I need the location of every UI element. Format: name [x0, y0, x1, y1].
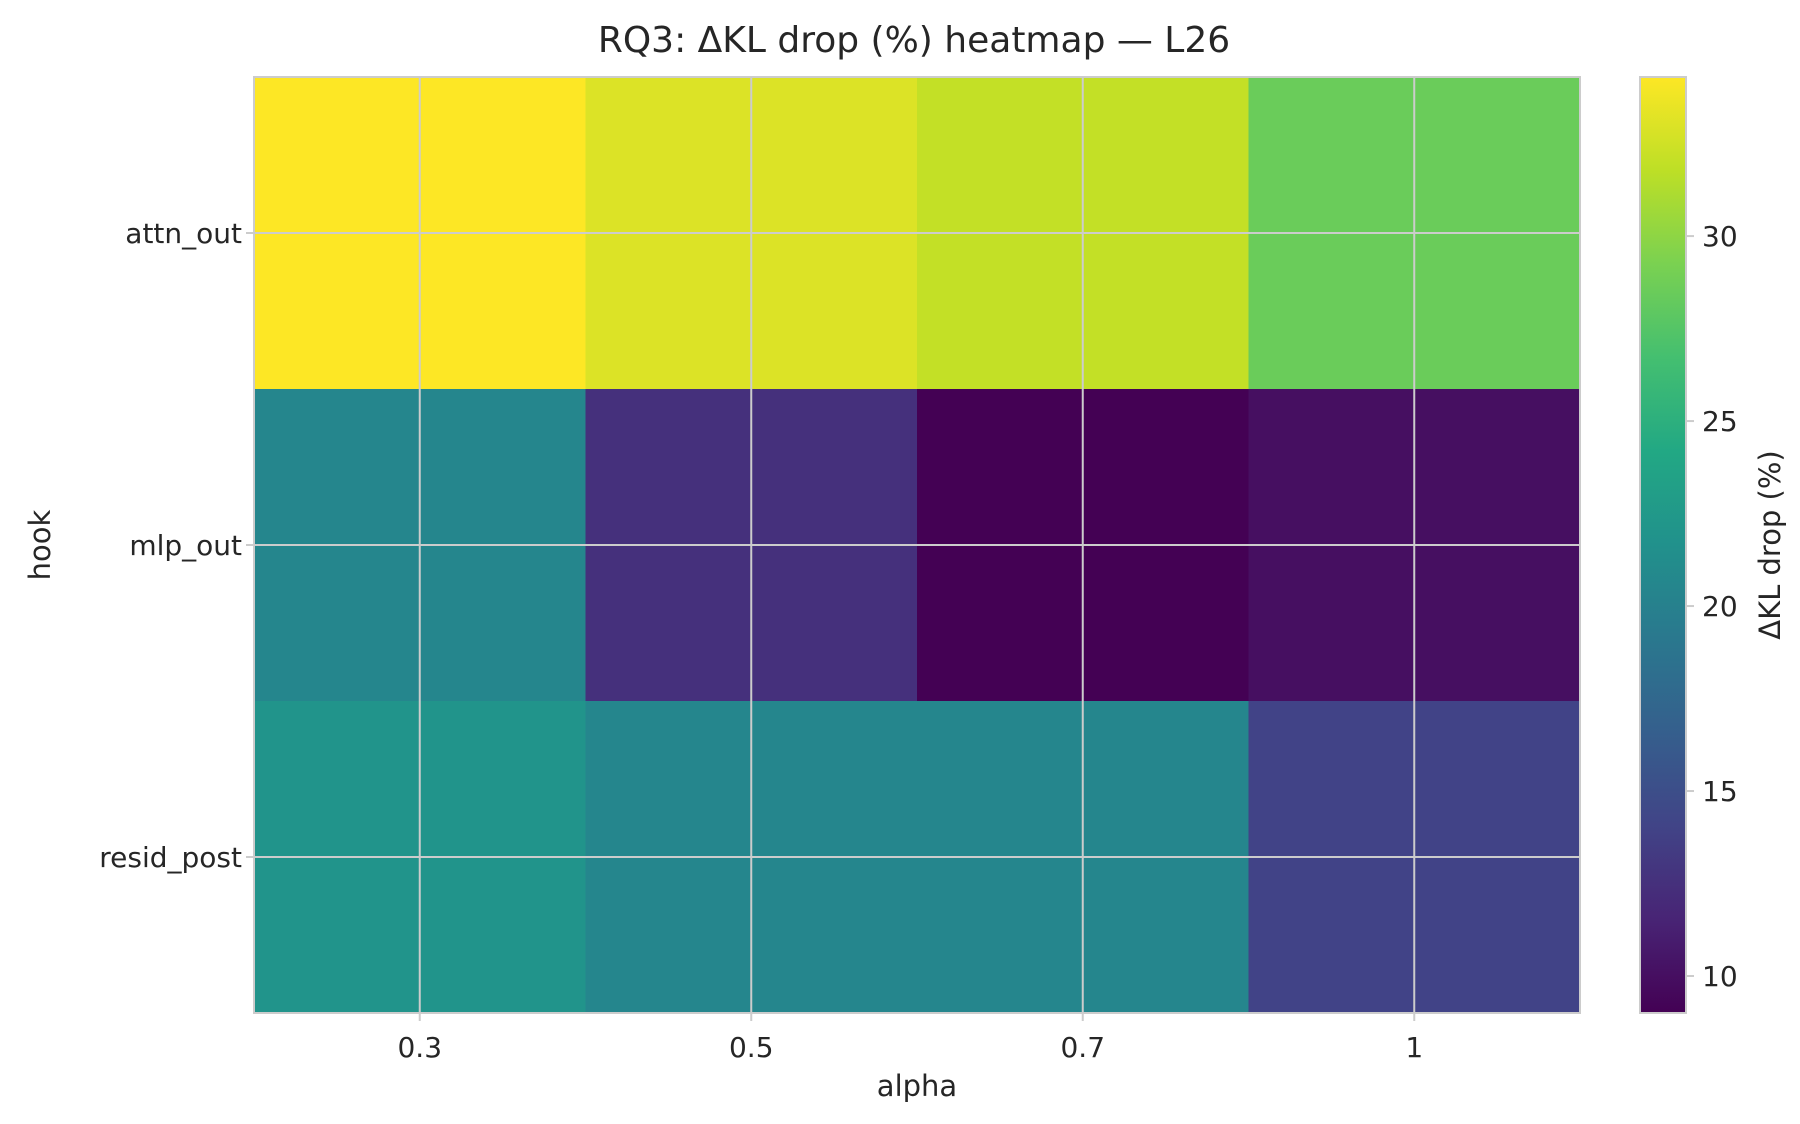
- x-axis-ticks: 0.3 0.5 0.7 1: [397, 1013, 1423, 1064]
- colorbar-label: ΔKL drop (%): [1753, 450, 1787, 639]
- x-tick-label: 0.5: [729, 1031, 774, 1064]
- y-tick-label: attn_out: [125, 217, 242, 250]
- colorbar-ticks: 10 15 20 25 30: [1686, 220, 1738, 993]
- x-axis-label: alpha: [877, 1069, 957, 1103]
- chart-title: RQ3: ΔKL drop (%) heatmap — L26: [598, 20, 1230, 61]
- x-tick-label: 0.3: [397, 1031, 442, 1064]
- colorbar-tick-label: 15: [1702, 775, 1738, 808]
- colorbar-tick-label: 25: [1702, 405, 1738, 438]
- colorbar-tick-label: 30: [1702, 220, 1738, 253]
- y-tick-label: resid_post: [99, 841, 242, 874]
- y-tick-label: mlp_out: [129, 529, 242, 562]
- colorbar: [1640, 77, 1686, 1013]
- colorbar-tick-label: 10: [1702, 960, 1738, 993]
- colorbar-tick-label: 20: [1702, 590, 1738, 623]
- x-tick-label: 0.7: [1060, 1031, 1105, 1064]
- grid-lines: [254, 77, 1580, 1013]
- colorbar-frame: [1639, 76, 1687, 1014]
- x-tick-label: 1: [1405, 1031, 1423, 1064]
- y-axis-label: hook: [23, 509, 57, 580]
- y-axis-ticks: attn_out mlp_out resid_post: [99, 217, 254, 874]
